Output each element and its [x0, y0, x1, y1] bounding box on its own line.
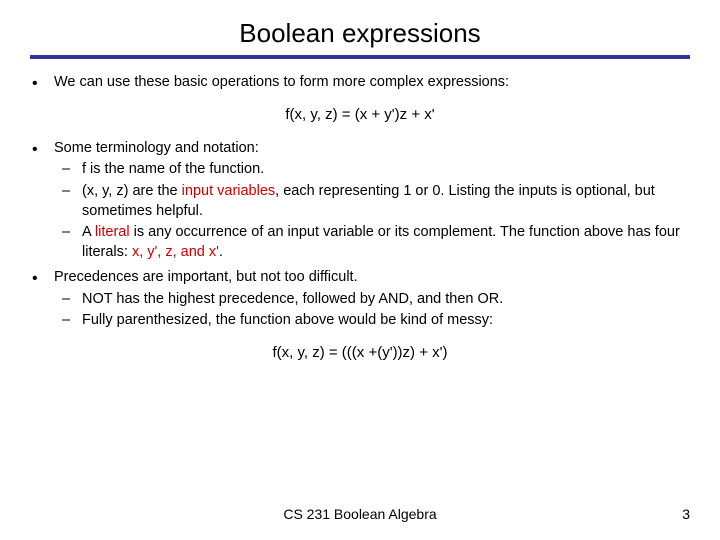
bullet-text: We can use these basic operations to for…	[54, 74, 509, 90]
slide-title: Boolean expressions	[30, 18, 690, 49]
bullet-list: We can use these basic operations to for…	[30, 73, 690, 93]
title-rule	[30, 55, 690, 59]
footer-text: CS 231 Boolean Algebra	[0, 506, 720, 522]
page-number: 3	[682, 506, 690, 522]
formula: f(x, y, z) = (x + y')z + x'	[30, 105, 690, 125]
highlight: x, y', z, and x'	[132, 244, 219, 260]
bullet-text: Some terminology and notation:	[54, 140, 259, 156]
sub-item: NOT has the highest precedence, followed…	[82, 290, 690, 310]
sub-item: f is the name of the function.	[82, 160, 690, 180]
sub-list: f is the name of the function. (x, y, z)…	[54, 160, 690, 262]
highlight: literal	[95, 224, 130, 240]
text: A	[82, 224, 95, 240]
bullet-text: Precedences are important, but not too d…	[54, 269, 358, 285]
slide: Boolean expressions We can use these bas…	[0, 0, 720, 540]
text: .	[219, 244, 223, 260]
sub-item: A literal is any occurrence of an input …	[82, 223, 690, 262]
bullet-item: We can use these basic operations to for…	[54, 73, 690, 93]
slide-body: We can use these basic operations to for…	[30, 73, 690, 363]
formula: f(x, y, z) = (((x +(y'))z) + x')	[30, 343, 690, 363]
bullet-list: Some terminology and notation: f is the …	[30, 139, 690, 331]
sub-item: (x, y, z) are the input variables, each …	[82, 182, 690, 221]
sub-item: Fully parenthesized, the function above …	[82, 311, 690, 331]
bullet-item: Some terminology and notation: f is the …	[54, 139, 690, 262]
bullet-item: Precedences are important, but not too d…	[54, 268, 690, 331]
text: (x, y, z) are the	[82, 183, 182, 199]
sub-list: NOT has the highest precedence, followed…	[54, 290, 690, 331]
highlight: input variables	[182, 183, 276, 199]
